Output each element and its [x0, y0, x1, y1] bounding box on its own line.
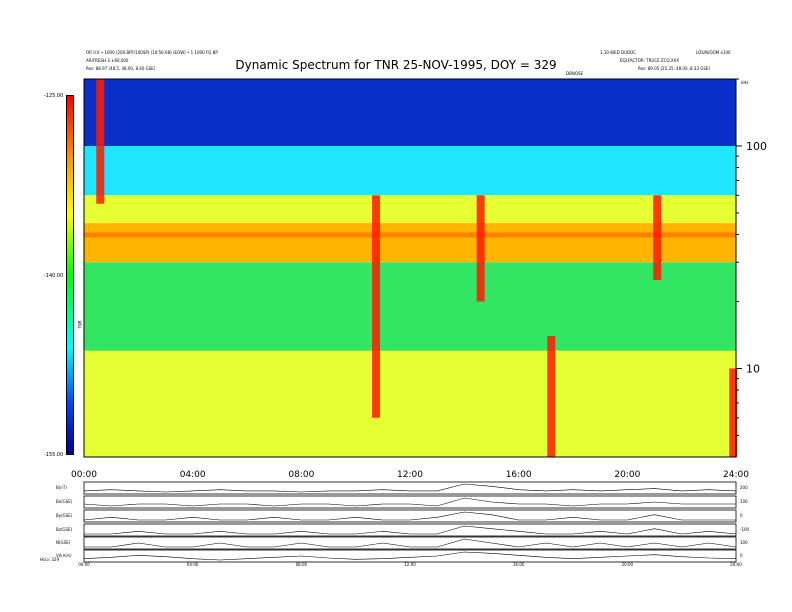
panel-frame-2 — [83, 509, 737, 523]
series-line-1 — [83, 497, 736, 507]
header-left-line2: AR/FRESH 3 ±60,000 — [86, 58, 129, 63]
panel-frame-3 — [83, 523, 737, 537]
series-line-4 — [84, 538, 737, 548]
panel-right-label-3: -100 — [740, 527, 750, 532]
header-mid-label: DBNOSE — [566, 71, 584, 76]
series-line-0 — [83, 483, 737, 493]
x-tick-label: 20:00 — [614, 470, 641, 480]
panel-x-tick-label: 12:00 — [404, 562, 416, 567]
panel-left-label-4: N(GSE) — [56, 540, 71, 545]
burst-1 — [372, 195, 381, 418]
spectrum-band-1 — [84, 145, 736, 196]
spectrum-band-4 — [84, 262, 736, 351]
panel-left-label-5: V(km/s) — [56, 553, 72, 558]
panel-right-label-0: 200 — [740, 485, 748, 490]
panel-right-label-5: 0 — [740, 553, 743, 558]
colorbar-tick-top: -125.00 — [44, 93, 64, 99]
bottom-label: Hcio: 329 — [40, 557, 60, 562]
x-tick-label: 08:00 — [288, 470, 315, 480]
burst-3 — [547, 335, 556, 457]
header-right-line3: Res: 89.05 (25.35, 48.00, 8.33 GSE) — [638, 66, 710, 71]
burst-5 — [729, 368, 738, 457]
plasma-line-stripe — [84, 232, 736, 238]
spectrum-band-2 — [84, 195, 736, 224]
header-left-line1: OR 0.0 • 1000 (200 BPF/100SP) (10:56:08)… — [86, 50, 218, 55]
x-tick-label: 00:00 — [71, 470, 97, 480]
panel-right-label-1: 100 — [740, 499, 748, 504]
panel-frame-4 — [83, 536, 737, 550]
panel-frame-1 — [83, 495, 737, 509]
y-tick-label-1: 100 — [746, 140, 767, 153]
panel-x-tick-label: 20:00 — [622, 562, 634, 567]
chart-title: Dynamic Spectrum for TNR 25-NOV-1995, DO… — [235, 58, 557, 72]
panel-x-tick-label: 24:00 — [730, 562, 742, 567]
panel-x-tick-label: 04:00 — [187, 562, 199, 567]
series-line-3 — [84, 525, 737, 535]
panel-left-label-2: By(GSE) — [56, 513, 73, 518]
colorbar-tick-bottom: -155.00 — [44, 452, 64, 458]
x-tick-label: 24:00 — [723, 470, 749, 480]
x-tick-label: 04:00 — [179, 470, 206, 480]
khz-label: kHz — [741, 80, 749, 85]
burst-0 — [96, 79, 105, 204]
plot-frame — [83, 78, 737, 458]
header-right-corner: LOS/N/OOM e100 — [696, 50, 731, 55]
panel-frame-0 — [83, 481, 737, 495]
x-tick-label: 16:00 — [505, 470, 532, 480]
y-tick-label-0: 10 — [746, 362, 760, 375]
series-line-5 — [83, 551, 737, 561]
panel-right-label-4: 100 — [740, 540, 748, 545]
header-right-line2: EQLFACTOR: TRUCE ZCO,XXX — [620, 58, 680, 63]
burst-2 — [476, 195, 485, 302]
spectrum-band-5 — [84, 350, 736, 457]
header-right-line1: 1.10 WED DUDOC — [600, 50, 637, 55]
header-left-line3: Res: 88.97 (48.5, 48.00, 8.40 GSE) — [86, 66, 156, 71]
panel-x-tick-label: 08:00 — [296, 562, 308, 567]
panel-x-tick-label: 00:00 — [78, 562, 90, 567]
burst-4 — [653, 195, 662, 280]
series-line-2 — [83, 511, 736, 521]
spectrum-band-0 — [84, 79, 736, 146]
panel-x-tick-label: 16:00 — [513, 562, 525, 567]
x-tick-label: 12:00 — [397, 470, 423, 480]
colorbar-tick-mid: -140.00 — [44, 273, 64, 279]
panel-left-label-1: Bx(GSE) — [56, 499, 73, 504]
panel-left-label-3: Bz(GSE) — [56, 527, 73, 532]
panel-right-label-2: 0 — [740, 513, 743, 518]
panel-frame-5 — [83, 549, 737, 563]
spectrum-band-3 — [84, 223, 736, 263]
colorbar — [66, 95, 74, 455]
panel-left-label-0: B(nT) — [56, 485, 67, 490]
